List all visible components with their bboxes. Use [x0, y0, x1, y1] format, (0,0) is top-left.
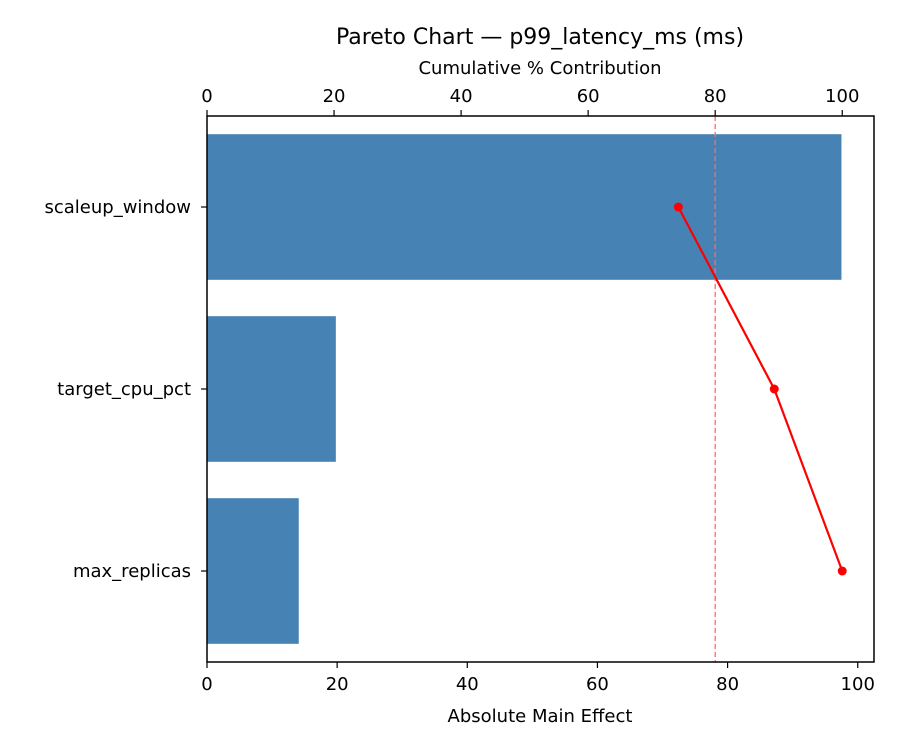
cumulative-point [673, 202, 683, 212]
x2-tick-label: 100 [825, 86, 859, 107]
x-tick-label: 0 [201, 674, 212, 695]
x2-tick-label: 40 [450, 86, 473, 107]
x-tick-label: 80 [716, 674, 739, 695]
plot-area: scaleup_window target_cpu_pct max_replicas… [44, 86, 874, 695]
y-tick-label: target_cpu_pct [57, 379, 191, 400]
bar-target_cpu_pct [207, 316, 336, 462]
cumulative-point [769, 384, 779, 394]
x2-tick-label: 0 [201, 86, 212, 107]
x-tick-label: 100 [841, 674, 875, 695]
x-tick-label: 20 [326, 674, 349, 695]
y-tick-label: scaleup_window [44, 197, 191, 218]
x2-tick-label: 20 [323, 86, 346, 107]
plot-frame [206, 115, 875, 663]
x-tick-label: 40 [456, 674, 479, 695]
chart-title: Pareto Chart — p99_latency_ms (ms) [336, 25, 744, 50]
bar-max_replicas [207, 498, 299, 644]
top-axis-label: Cumulative % Contribution [418, 58, 661, 79]
bar-scaleup_window [207, 134, 842, 280]
x2-tick-label: 80 [704, 86, 727, 107]
bottom-axis-label: Absolute Main Effect [448, 706, 633, 727]
x2-tick-label: 60 [577, 86, 600, 107]
cumulative-point [837, 566, 847, 576]
y-tick-label: max_replicas [73, 561, 191, 582]
x-tick-label: 60 [586, 674, 609, 695]
